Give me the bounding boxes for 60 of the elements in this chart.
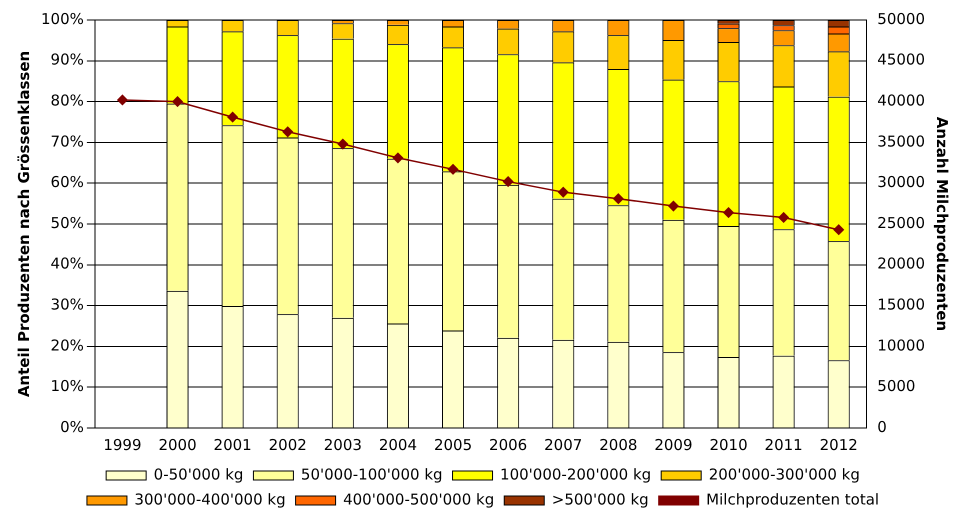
- y-tick-label: 100%: [40, 10, 84, 28]
- y-tick-label: 90%: [50, 50, 84, 69]
- point: [282, 126, 293, 138]
- point: [227, 112, 238, 122]
- point: [613, 193, 624, 204]
- legend-label: 100'000-200'000 kg: [500, 465, 652, 484]
- y-tick-label: 30%: [50, 295, 84, 314]
- legend-label: 200'000-300'000 kg: [708, 465, 860, 484]
- legend-label: 50'000-100'000 kg: [300, 465, 443, 484]
- y2-tick-label: 25000: [877, 214, 925, 232]
- y2-tick-label: 50000: [877, 10, 925, 28]
- x-tick-label: 2010: [709, 436, 748, 454]
- x-tick-label: 2011: [764, 436, 803, 454]
- point: [833, 224, 844, 235]
- point: [392, 152, 404, 164]
- point: [778, 212, 789, 223]
- point: [502, 176, 514, 187]
- legend-label: 0-50'000 kg: [154, 465, 244, 484]
- x-tick-label: 2003: [324, 436, 362, 454]
- y2-tick-label: 10000: [877, 336, 925, 354]
- point: [723, 207, 734, 218]
- x-tick-label: 2012: [820, 436, 858, 454]
- y2-tick-label: 5000: [877, 377, 916, 396]
- x-tick-label: 2009: [654, 436, 693, 454]
- legend-label: 300'000-400'000 kg: [134, 490, 286, 508]
- y2-tick-label: 40000: [877, 91, 925, 110]
- point: [338, 138, 348, 150]
- x-tick-label: 2008: [599, 436, 638, 454]
- y-tick-label: 80%: [50, 91, 84, 110]
- x-tick-label: 2000: [158, 436, 197, 454]
- y2-tick-label: 15000: [877, 295, 925, 314]
- point: [558, 186, 568, 198]
- x-tick-label: 2004: [378, 436, 418, 454]
- y2-tick-label: 45000: [877, 50, 925, 69]
- y-tick-label: 10%: [50, 377, 84, 396]
- y-tick-label: 20%: [50, 336, 84, 354]
- y2-tick-label: 35000: [877, 132, 925, 150]
- x-tick-label: 2005: [434, 436, 472, 454]
- x-tick-label: 2002: [268, 436, 307, 454]
- y2-tick-label: 0: [877, 418, 887, 436]
- point: [448, 164, 458, 175]
- y-tick-label: 40%: [50, 254, 84, 273]
- point: [117, 94, 128, 106]
- point: [668, 200, 679, 212]
- y2-tick-label: 30000: [877, 173, 925, 192]
- point: [172, 96, 183, 107]
- x-tick-label: 1999: [103, 436, 142, 454]
- legend-label: Milchproduzenten total: [706, 490, 880, 508]
- y-tick-label: 60%: [50, 173, 84, 192]
- legend-label: 400'000-500'000 kg: [343, 490, 494, 508]
- x-tick-label: 2006: [489, 436, 528, 454]
- x-tick-label: 2001: [214, 436, 252, 454]
- legend-label: >500'000 kg: [552, 490, 649, 508]
- x-tick-label: 2007: [544, 436, 582, 454]
- y2-tick-label: 20000: [877, 254, 925, 273]
- y-axis-title: Anteil Produzenten nach Grössenklassen: [14, 50, 33, 398]
- y-tick-label: 70%: [50, 132, 84, 150]
- y-tick-label: 50%: [50, 214, 84, 232]
- y-tick-label: 0%: [60, 418, 84, 436]
- y2-axis-title: Anzahl Milchproduzenten: [933, 116, 952, 332]
